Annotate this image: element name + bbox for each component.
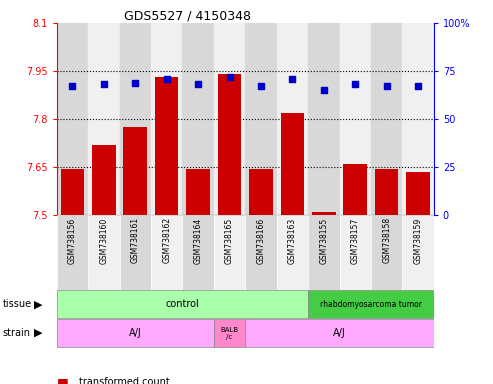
Point: [100, 81, 108, 88]
FancyBboxPatch shape: [245, 319, 434, 347]
Bar: [151, 23, 182, 215]
Bar: [57, 23, 88, 215]
Bar: [406, 172, 430, 215]
Point: [383, 83, 390, 89]
Point: [257, 83, 265, 89]
Bar: [371, 23, 402, 215]
Text: tissue: tissue: [2, 299, 32, 310]
Point: [320, 87, 328, 93]
Text: GSM738161: GSM738161: [131, 217, 140, 263]
FancyBboxPatch shape: [214, 319, 245, 347]
Text: GDS5527 / 4150348: GDS5527 / 4150348: [124, 10, 251, 23]
FancyBboxPatch shape: [182, 215, 214, 290]
Bar: [155, 78, 178, 215]
FancyBboxPatch shape: [245, 215, 277, 290]
FancyBboxPatch shape: [88, 215, 119, 290]
Bar: [182, 23, 214, 215]
Text: GSM738162: GSM738162: [162, 217, 171, 263]
Text: BALB
/c: BALB /c: [220, 327, 239, 339]
FancyBboxPatch shape: [277, 215, 308, 290]
Bar: [186, 169, 210, 215]
Point: [163, 76, 171, 82]
Text: GSM738160: GSM738160: [99, 217, 108, 263]
Bar: [281, 113, 304, 215]
Bar: [88, 23, 119, 215]
Bar: [308, 23, 340, 215]
FancyBboxPatch shape: [151, 215, 182, 290]
Point: [194, 81, 202, 88]
Bar: [61, 169, 84, 215]
Text: GSM738158: GSM738158: [382, 217, 391, 263]
FancyBboxPatch shape: [308, 291, 434, 318]
Text: GSM738164: GSM738164: [194, 217, 203, 263]
Text: control: control: [166, 299, 199, 310]
Bar: [119, 23, 151, 215]
Text: rhabdomyosarcoma tumor: rhabdomyosarcoma tumor: [320, 300, 422, 309]
Bar: [375, 169, 398, 215]
Point: [352, 81, 359, 88]
FancyBboxPatch shape: [57, 291, 308, 318]
Text: GSM738156: GSM738156: [68, 217, 77, 263]
Text: GSM738159: GSM738159: [414, 217, 423, 263]
Text: GSM738157: GSM738157: [351, 217, 360, 263]
FancyBboxPatch shape: [340, 215, 371, 290]
Bar: [249, 169, 273, 215]
Text: GSM738155: GSM738155: [319, 217, 328, 263]
Point: [69, 83, 76, 89]
FancyBboxPatch shape: [214, 215, 245, 290]
FancyBboxPatch shape: [371, 215, 402, 290]
Bar: [312, 212, 336, 215]
FancyBboxPatch shape: [57, 215, 88, 290]
FancyBboxPatch shape: [119, 215, 151, 290]
Text: ▶: ▶: [34, 299, 42, 310]
Text: GSM738165: GSM738165: [225, 217, 234, 263]
Point: [288, 76, 296, 82]
Point: [414, 83, 422, 89]
Text: GSM738166: GSM738166: [256, 217, 266, 263]
Bar: [123, 127, 147, 215]
Text: A/J: A/J: [129, 328, 141, 338]
Bar: [92, 145, 116, 215]
Bar: [245, 23, 277, 215]
Bar: [344, 164, 367, 215]
FancyBboxPatch shape: [402, 215, 434, 290]
Text: transformed count: transformed count: [79, 377, 170, 384]
Point: [226, 74, 234, 80]
Bar: [277, 23, 308, 215]
Bar: [218, 74, 242, 215]
Bar: [402, 23, 434, 215]
Text: strain: strain: [2, 328, 31, 338]
Bar: [340, 23, 371, 215]
FancyBboxPatch shape: [57, 319, 214, 347]
Bar: [214, 23, 246, 215]
Text: GSM738163: GSM738163: [288, 217, 297, 263]
Text: ▶: ▶: [34, 328, 42, 338]
Text: ■: ■: [57, 376, 69, 384]
Text: A/J: A/J: [333, 328, 346, 338]
Point: [131, 79, 139, 86]
FancyBboxPatch shape: [308, 215, 340, 290]
